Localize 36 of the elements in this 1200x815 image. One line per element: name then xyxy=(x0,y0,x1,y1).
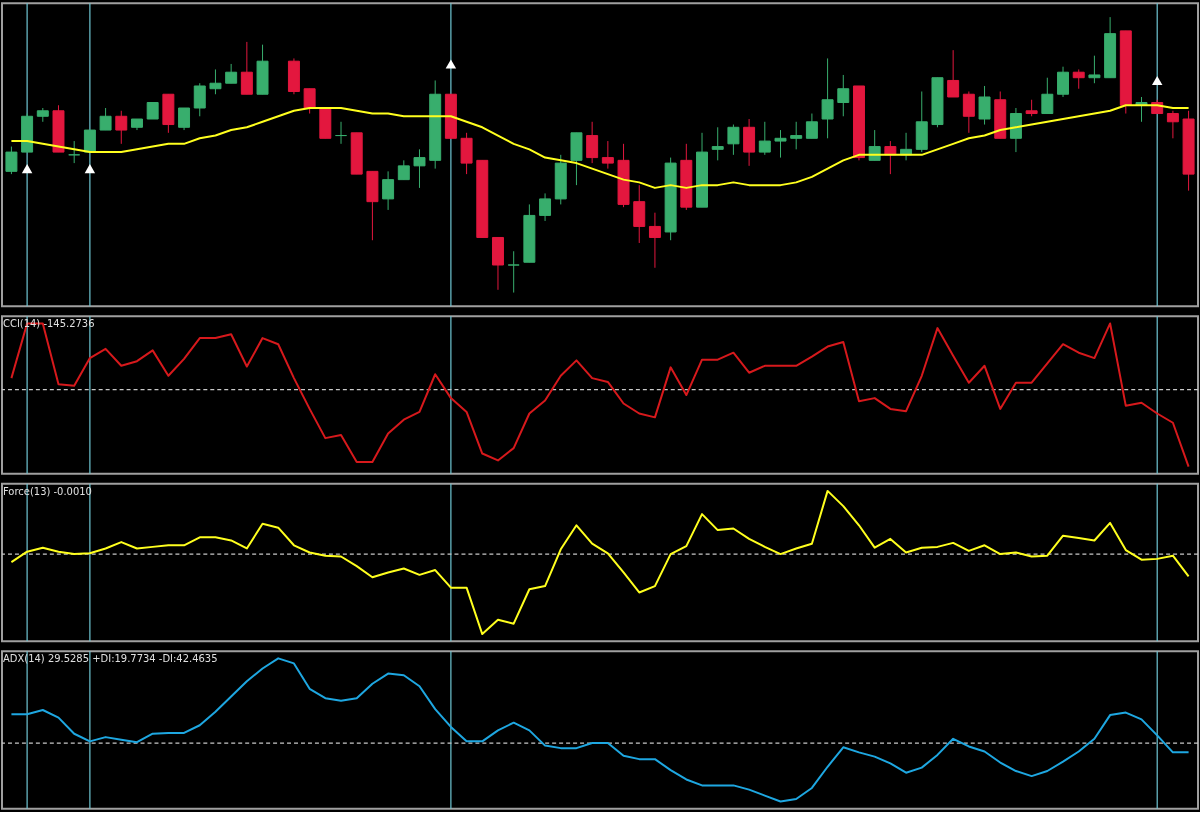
candlestick xyxy=(507,250,520,294)
candlestick xyxy=(335,121,347,145)
candlestick xyxy=(1072,68,1085,90)
candlestick xyxy=(1041,77,1054,115)
candlestick xyxy=(601,140,614,170)
candlestick xyxy=(805,113,818,139)
candlestick xyxy=(178,107,191,131)
candlestick xyxy=(837,74,850,117)
candlestick xyxy=(5,146,18,175)
candlestick xyxy=(790,121,803,150)
candlestick xyxy=(225,63,238,84)
candlestick xyxy=(240,41,253,95)
candlestick xyxy=(382,170,395,211)
candlestick xyxy=(962,90,975,134)
candlestick xyxy=(884,140,897,175)
candlestick xyxy=(99,107,112,131)
candlestick xyxy=(727,124,740,156)
candlestick xyxy=(303,88,316,115)
candlestick xyxy=(1088,55,1101,84)
candlestick xyxy=(193,82,206,117)
candlestick xyxy=(648,212,661,269)
candlestick xyxy=(539,192,552,222)
candlestick xyxy=(397,159,410,181)
candlestick xyxy=(758,121,771,156)
candlestick xyxy=(115,110,128,145)
candlestick xyxy=(947,49,960,98)
candlestick xyxy=(774,129,787,159)
candlestick xyxy=(586,121,599,164)
candlestick xyxy=(821,57,834,139)
candlestick xyxy=(209,68,222,95)
candlestick xyxy=(978,85,991,126)
candlestick xyxy=(68,140,81,164)
candlestick xyxy=(1057,66,1070,98)
candlestick xyxy=(711,126,724,161)
candlestick xyxy=(413,148,426,189)
candlestick xyxy=(1166,110,1179,139)
